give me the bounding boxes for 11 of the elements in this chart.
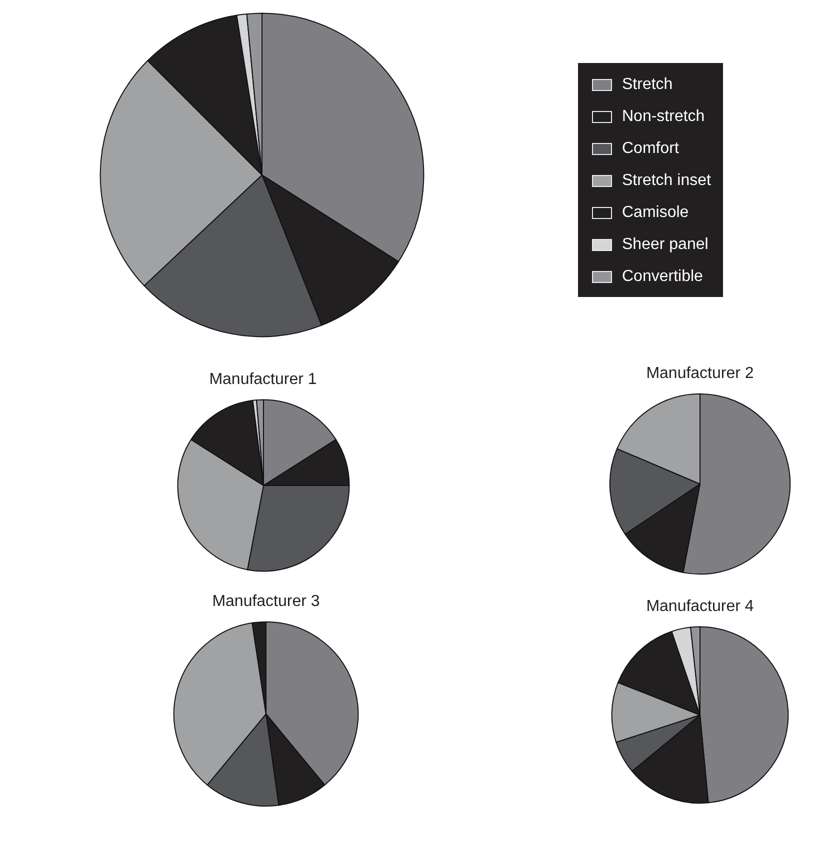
legend-label: Comfort: [622, 140, 679, 158]
legend-label: Stretch: [622, 76, 673, 94]
legend-label: Non-stretch: [622, 108, 705, 126]
legend-label: Stretch inset: [622, 172, 711, 190]
chart-title: Manufacturer 3: [211, 592, 321, 612]
chart-title: Manufacturer 2: [645, 364, 755, 384]
legend-label: Sheer panel: [622, 236, 708, 254]
chart-title: Manufacturer 1: [208, 370, 318, 390]
legend-label: Camisole: [622, 204, 689, 222]
legend-label: Convertible: [622, 268, 703, 286]
chart-title: Manufacturer 4: [645, 597, 755, 617]
